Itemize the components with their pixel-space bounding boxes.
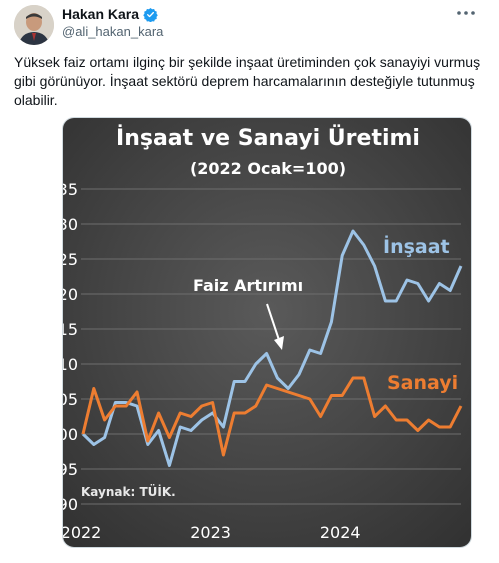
author-name[interactable]: Hakan Kara [62, 6, 140, 22]
x-tick-label: 2024 [320, 523, 361, 542]
chart-annotation: Faiz Artırımı [193, 276, 303, 295]
y-tick-label: 110 [63, 355, 78, 374]
tweet-media[interactable]: İnşaat ve Sanayi Üretimi (2022 Ocak=100)… [62, 117, 472, 548]
y-tick-label: 100 [63, 425, 78, 444]
chart-series [81, 229, 463, 467]
chart-y-axis: 90 95 100 105 110 115 120 125 130 135 [63, 180, 78, 514]
chart-background [63, 118, 471, 547]
chart-gridlines [81, 188, 461, 505]
author-row: Hakan Kara [62, 6, 158, 22]
chart-subtitle: (2022 Ocak=100) [190, 159, 346, 178]
y-tick-label: 125 [63, 250, 78, 269]
chart-x-axis: 2022 2023 2024 [63, 523, 361, 542]
chart: İnşaat ve Sanayi Üretimi (2022 Ocak=100)… [63, 118, 471, 547]
verified-badge-icon [143, 7, 158, 22]
y-tick-label: 105 [63, 390, 78, 409]
annotation-arrow [266, 303, 284, 350]
chart-source: Kaynak: TÜİK. [81, 484, 176, 499]
x-tick-label: 2023 [190, 523, 231, 542]
chart-title: İnşaat ve Sanayi Üretimi [116, 125, 420, 151]
y-tick-label: 115 [63, 320, 78, 339]
y-tick-label: 95 [63, 460, 78, 479]
y-tick-label: 135 [63, 180, 78, 199]
series-label-sanayi: Sanayi [387, 372, 458, 394]
more-options-icon[interactable] [455, 5, 477, 21]
x-tick-label: 2022 [63, 523, 101, 542]
series-line-sanayi [81, 376, 463, 457]
avatar[interactable] [14, 5, 54, 45]
tweet-text: Yüksek faiz ortamı ilginç bir şekilde in… [14, 54, 481, 108]
y-tick-label: 130 [63, 215, 78, 234]
y-tick-label: 120 [63, 285, 78, 304]
series-label-insaat: İnşaat [383, 234, 450, 258]
author-handle[interactable]: @ali_hakan_kara [62, 24, 164, 39]
y-tick-label: 90 [63, 495, 78, 514]
